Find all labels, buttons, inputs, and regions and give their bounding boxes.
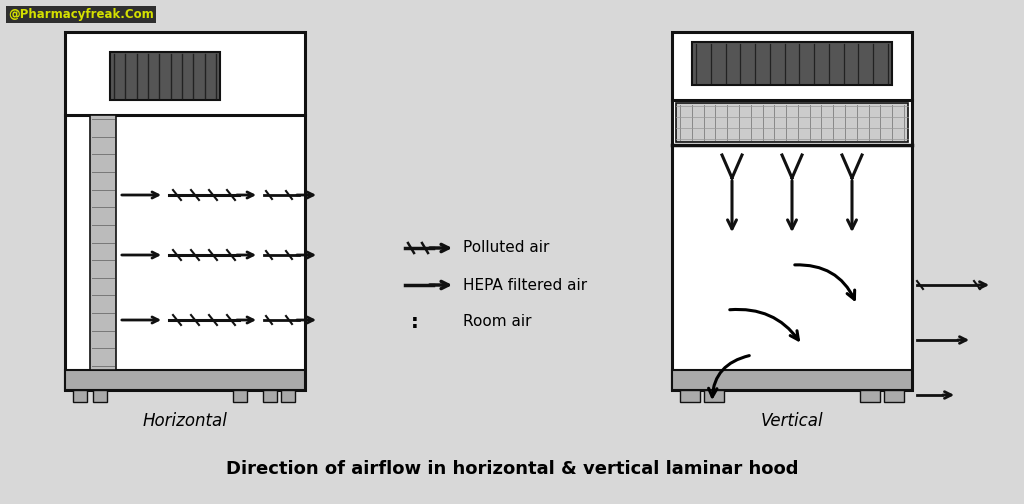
Bar [692,42,892,85]
Text: @Pharmacyfreak.Com: @Pharmacyfreak.Com [8,8,154,21]
Bar [705,390,724,402]
Bar [680,390,700,402]
Text: Room air: Room air [463,314,531,330]
Bar [672,32,912,390]
Bar [672,370,912,390]
Bar [860,390,880,402]
Bar [93,390,106,402]
Bar [263,390,278,402]
Bar [73,390,87,402]
Bar [65,32,305,390]
Text: :: : [411,312,419,332]
Text: Vertical: Vertical [761,412,823,430]
Bar [281,390,295,402]
Bar [110,52,220,100]
Bar [233,390,247,402]
Text: Horizontal: Horizontal [142,412,227,430]
Bar [884,390,904,402]
Bar [676,103,908,142]
Text: Polluted air: Polluted air [463,240,549,256]
Bar [65,370,305,390]
Text: Direction of airflow in horizontal & vertical laminar hood: Direction of airflow in horizontal & ver… [225,460,799,478]
Bar [90,115,116,370]
Text: HEPA filtered air: HEPA filtered air [463,278,587,292]
